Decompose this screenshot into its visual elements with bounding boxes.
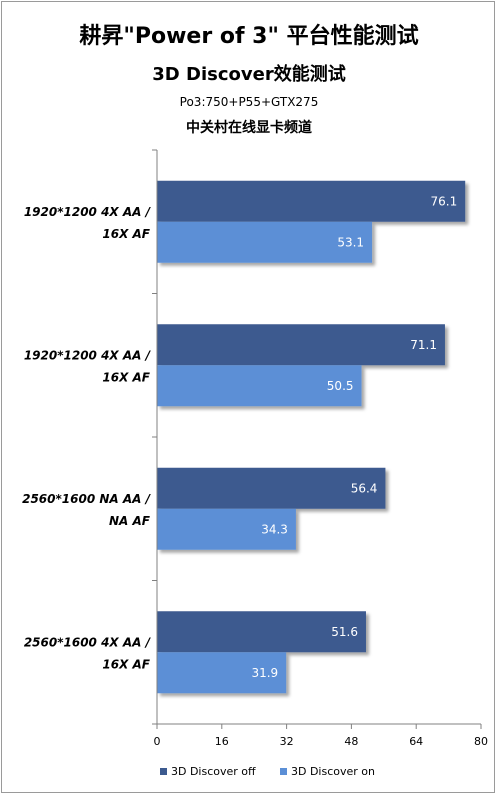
- bar: [157, 180, 466, 222]
- x-tick-label: 32: [280, 735, 294, 748]
- category-label: 1920*1200 4X AA /: [24, 205, 152, 219]
- data-label: 34.3: [261, 522, 288, 536]
- x-tick-label: 48: [344, 735, 358, 748]
- x-tick-label: 0: [154, 735, 161, 748]
- x-tick-label: 80: [474, 735, 488, 748]
- category-label: 2560*1600 4X AA /: [24, 635, 152, 649]
- legend-label: 3D Discover off: [171, 765, 256, 778]
- data-label: 71.1: [410, 338, 437, 352]
- chart-subtitle: 3D Discover效能测试: [152, 64, 346, 85]
- bar: [157, 611, 366, 653]
- chart-title: 耕昇"Power of 3" 平台性能测试: [79, 24, 419, 49]
- data-label: 31.9: [251, 666, 278, 680]
- category-label: 2560*1600 NA AA /: [22, 492, 152, 506]
- bar: [157, 324, 445, 366]
- data-label: 56.4: [351, 481, 378, 495]
- data-label: 53.1: [337, 235, 364, 249]
- data-label: 51.6: [331, 625, 358, 639]
- legend-swatch: [280, 768, 287, 775]
- category-label: NA AF: [109, 514, 151, 528]
- x-tick-label: 16: [215, 735, 229, 748]
- legend-swatch: [160, 768, 167, 775]
- bar: [157, 652, 287, 694]
- data-label: 50.5: [327, 379, 354, 393]
- bar: [157, 221, 373, 263]
- x-tick-label: 64: [409, 735, 423, 748]
- category-label: 1920*1200 4X AA /: [24, 348, 152, 362]
- chart-source-text: 中关村在线显卡频道: [186, 120, 312, 136]
- bar: [157, 467, 386, 509]
- category-label: 16X AF: [102, 657, 150, 671]
- bar: [157, 508, 296, 550]
- category-label: 16X AF: [102, 370, 150, 384]
- legend-label: 3D Discover on: [291, 765, 375, 778]
- data-label: 76.1: [430, 194, 457, 208]
- category-label: 16X AF: [102, 227, 150, 241]
- bar: [157, 365, 362, 407]
- chart-config-text: Po3:750+P55+GTX275: [179, 95, 319, 109]
